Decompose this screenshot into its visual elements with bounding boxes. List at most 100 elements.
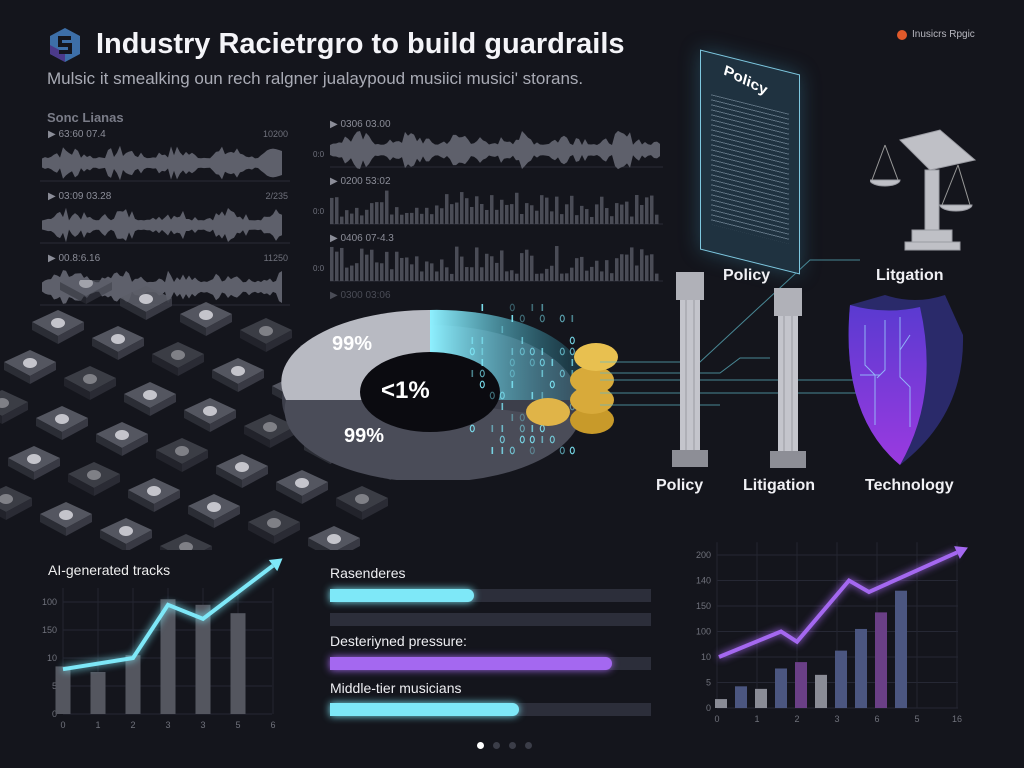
binary-digit-one bbox=[541, 348, 544, 355]
binary-digit-zero bbox=[509, 303, 515, 312]
binary-digit-one bbox=[541, 304, 544, 311]
robot-tile bbox=[120, 286, 172, 320]
pagination-dot[interactable] bbox=[493, 742, 500, 749]
chart-bar bbox=[160, 599, 176, 714]
x-tick-label: 3 bbox=[200, 720, 205, 730]
binary-digit-zero bbox=[529, 446, 535, 455]
robot-tile bbox=[308, 526, 360, 550]
binary-digit-zero bbox=[479, 369, 485, 378]
binary-digit-zero bbox=[529, 435, 535, 444]
donut-label-top: 99% bbox=[332, 333, 373, 355]
pagination-dot[interactable] bbox=[525, 742, 532, 749]
binary-digit-zero bbox=[559, 314, 565, 323]
robot-icon bbox=[23, 358, 37, 368]
binary-digit-one bbox=[571, 315, 574, 322]
robot-icon bbox=[295, 478, 309, 488]
binary-digit-zero bbox=[569, 446, 575, 455]
robot-icon bbox=[119, 526, 133, 536]
binary-digit-one bbox=[571, 370, 574, 377]
robot-icon bbox=[199, 310, 213, 320]
spectrum-bars bbox=[330, 190, 659, 224]
y-tick-label: 0 bbox=[52, 709, 57, 719]
robot-icon bbox=[231, 366, 245, 376]
trend-line bbox=[62, 564, 275, 672]
chart-bar bbox=[775, 668, 787, 708]
binary-digit-one bbox=[551, 359, 554, 366]
x-tick-label: 2 bbox=[794, 714, 799, 724]
chart-bar bbox=[835, 650, 847, 708]
binary-digit-one bbox=[511, 348, 514, 355]
binary-digit-zero bbox=[509, 358, 515, 367]
binary-digit-one bbox=[511, 315, 514, 322]
binary-digit-zero bbox=[529, 347, 535, 356]
binary-digit-zero bbox=[519, 314, 525, 323]
robot-icon bbox=[179, 542, 193, 550]
robot-tile bbox=[128, 478, 180, 512]
x-tick-label: 3 bbox=[165, 720, 170, 730]
robot-tile bbox=[60, 280, 112, 304]
robot-icon bbox=[235, 462, 249, 472]
binary-digit-zero bbox=[519, 424, 525, 433]
chart-bar bbox=[55, 666, 71, 714]
waveforms-left-title: Sonc Lianas bbox=[47, 110, 124, 125]
binary-digit-zero bbox=[519, 435, 525, 444]
x-tick-label: 3 bbox=[834, 714, 839, 724]
circuit-shield-icon bbox=[845, 295, 975, 470]
robot-icon bbox=[0, 494, 13, 504]
robot-tile bbox=[32, 310, 84, 344]
robot-tile bbox=[0, 390, 28, 424]
pillar-litigation-icon bbox=[768, 288, 808, 468]
waveform-time: ▶ 63:60 07.4 bbox=[48, 129, 106, 140]
robot-icon bbox=[87, 470, 101, 480]
waveform-value: 10200 bbox=[263, 129, 288, 139]
y-tick-label: 200 bbox=[696, 550, 711, 560]
waveform bbox=[330, 130, 660, 170]
chart-bar bbox=[715, 699, 727, 708]
chart-bar bbox=[735, 686, 747, 708]
robot-tile bbox=[8, 446, 60, 480]
robot-tile bbox=[184, 398, 236, 432]
x-tick-label: 16 bbox=[952, 714, 962, 724]
waveforms-right: ▶ 0306 03.00 0:0 ▶ 0200 53:02 0:0 ▶ 0406 07-… bbox=[313, 119, 663, 301]
binary-digit-zero bbox=[529, 358, 535, 367]
chart-bar bbox=[815, 674, 827, 708]
donut-label-bottom: 99% bbox=[344, 425, 385, 447]
y-tick-label: 150 bbox=[42, 625, 57, 635]
robot-icon bbox=[267, 518, 281, 528]
robot-tile bbox=[160, 534, 212, 550]
waveform-time: ▶ 03:09 03.28 bbox=[48, 191, 112, 202]
binary-digit-zero bbox=[569, 336, 575, 345]
x-tick-label: 1 bbox=[754, 714, 759, 724]
pagination-dots bbox=[477, 742, 532, 749]
x-tick-label: 5 bbox=[914, 714, 919, 724]
donut-hole bbox=[360, 352, 500, 432]
x-tick-label: 6 bbox=[270, 720, 275, 730]
robot-tile bbox=[40, 502, 92, 536]
pagination-dot[interactable] bbox=[477, 742, 484, 749]
chart-bar bbox=[230, 613, 246, 714]
robot-icon bbox=[0, 398, 9, 408]
robot-icon bbox=[111, 334, 125, 344]
waveform-axis-label: 0:0 bbox=[313, 207, 325, 216]
y-tick-label: 5 bbox=[52, 681, 57, 691]
binary-digit-one bbox=[481, 337, 484, 344]
label-litigation-top: Litgation bbox=[876, 267, 944, 284]
progress-fill bbox=[330, 657, 613, 670]
label-litigation: Litigation bbox=[743, 477, 815, 494]
chart-bar bbox=[90, 672, 106, 714]
binary-digit-one bbox=[541, 370, 544, 377]
robot-icon bbox=[55, 414, 69, 424]
binary-digit-zero bbox=[539, 314, 545, 323]
trend-arrow-icon bbox=[268, 558, 283, 572]
y-tick-label: 140 bbox=[696, 576, 711, 586]
waveform-time: ▶ 00.8:6.16 bbox=[48, 253, 101, 264]
pagination-dot[interactable] bbox=[509, 742, 516, 749]
robot-tile bbox=[96, 422, 148, 456]
robot-tile bbox=[248, 510, 300, 544]
binary-digit-zero bbox=[499, 391, 505, 400]
robot-tile bbox=[276, 470, 328, 504]
binary-digit-zero bbox=[559, 347, 565, 356]
robot-icon bbox=[83, 374, 97, 384]
robot-tile bbox=[100, 518, 152, 550]
progress-fill bbox=[330, 703, 520, 716]
